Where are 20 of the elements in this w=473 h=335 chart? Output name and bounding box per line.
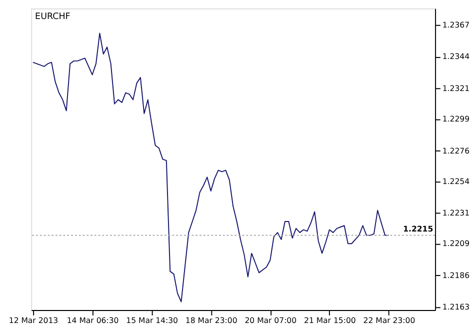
y-tick-label: 1.2163 (442, 302, 470, 312)
y-tick-label: 1.2186 (442, 270, 470, 280)
chart-title: EURCHF (35, 12, 70, 22)
y-tick-label: 1.2299 (442, 114, 470, 124)
x-tick-label: 14 Mar 06:30 (66, 316, 119, 326)
y-tick-label: 1.2367 (442, 20, 470, 30)
x-tick-label: 18 Mar 23:00 (185, 316, 238, 326)
x-tick-label: 21 Mar 15:00 (304, 316, 356, 326)
y-tick-label: 1.2254 (442, 176, 470, 186)
y-tick-label: 1.2344 (442, 52, 470, 62)
y-tick-label: 1.2209 (442, 239, 470, 248)
x-tick-label: 15 Mar 14:30 (126, 316, 178, 326)
y-tick-label: 1.2231 (442, 208, 470, 218)
y-tick-label: 1.2321 (442, 84, 470, 94)
y-tick-label: 1.2276 (442, 146, 470, 156)
x-tick-label: 20 Mar 07:00 (244, 316, 297, 326)
line-series (32, 32, 390, 302)
x-tick-label: 22 Mar 23:00 (363, 316, 416, 326)
ref-line-label: 1.2215 (403, 224, 434, 234)
x-tick-label: 12 Mar 2013 (8, 316, 58, 326)
